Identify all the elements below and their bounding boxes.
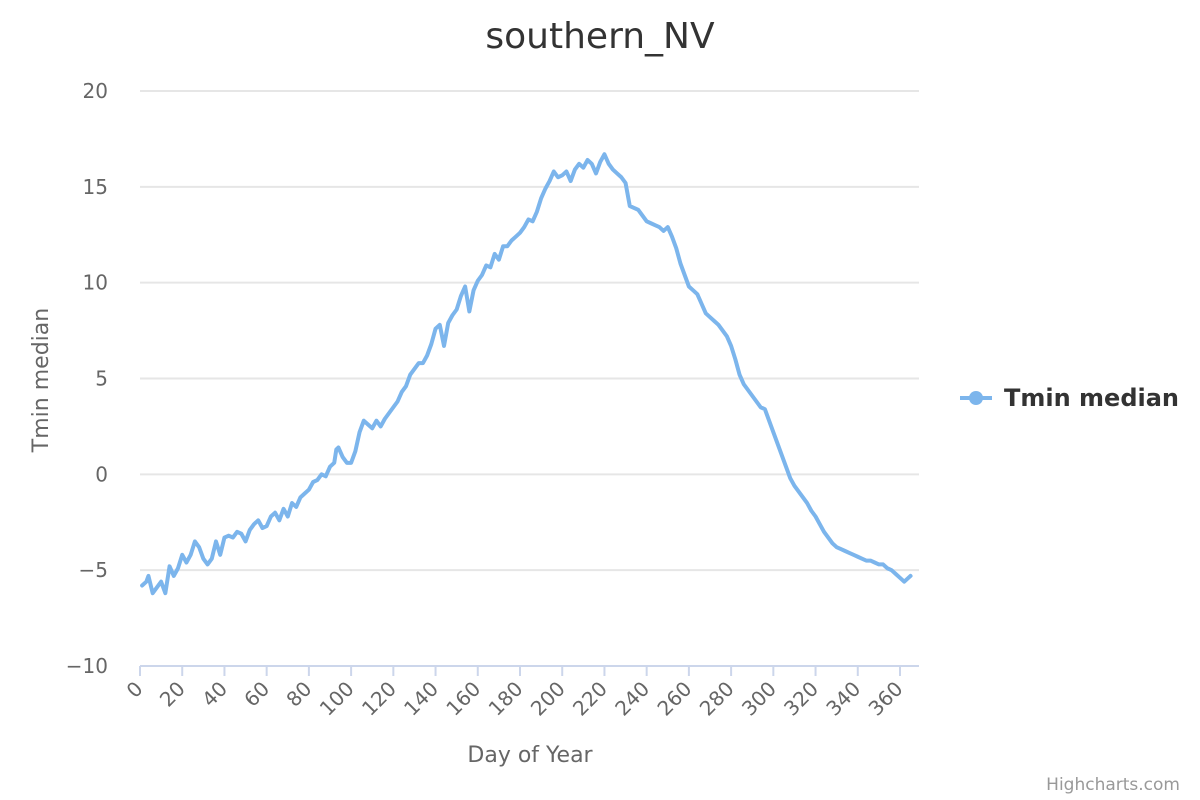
y-tick-label: 15 (83, 175, 108, 199)
x-tick-label: 140 (399, 677, 443, 721)
legend-label[interactable]: Tmin median (1004, 384, 1179, 412)
x-tick-label: 260 (652, 677, 696, 721)
x-axis: 0 20 40 60 801001201401601802002202402602803… (122, 665, 919, 721)
x-tick-label: 160 (441, 677, 485, 721)
x-tick-label: 80 (281, 677, 316, 712)
y-axis-ticks: 20 15 10 5 0 −5 −10 (66, 79, 108, 678)
x-tick-label: 240 (610, 677, 654, 721)
x-tick-label: 280 (695, 677, 739, 721)
y-axis-title: Tmin median (29, 308, 54, 453)
y-tick-label: 0 (95, 462, 108, 486)
x-tick-label: 40 (197, 677, 232, 712)
x-tick-label: 340 (821, 677, 865, 721)
y-tick-label: 20 (83, 79, 108, 103)
y-tick-label: −5 (79, 558, 108, 582)
y-tick-label: −10 (66, 654, 108, 678)
x-tick-label: 180 (484, 677, 528, 721)
x-tick-label: 360 (864, 677, 908, 721)
y-tick-label: 10 (83, 271, 108, 295)
x-tick-label: 120 (357, 677, 401, 721)
x-tick-label: 320 (779, 677, 823, 721)
x-tick-label: 300 (737, 677, 781, 721)
series-line-0[interactable] (140, 152, 913, 596)
x-tick-label: 100 (315, 677, 359, 721)
x-tick-label: 220 (568, 677, 612, 721)
series-group (140, 152, 913, 596)
grid (140, 90, 919, 572)
credits-link[interactable]: Highcharts.com (1046, 775, 1180, 795)
x-tick-label: 20 (155, 677, 190, 712)
legend-marker (969, 391, 983, 405)
chart-title: southern_NV (485, 16, 715, 57)
x-axis-title: Day of Year (467, 743, 593, 768)
x-tick-label: 60 (239, 677, 274, 712)
x-tick-label: 0 (122, 677, 148, 703)
legend[interactable]: Tmin median (960, 384, 1179, 412)
y-tick-label: 5 (95, 367, 108, 391)
x-tick-label: 200 (526, 677, 570, 721)
